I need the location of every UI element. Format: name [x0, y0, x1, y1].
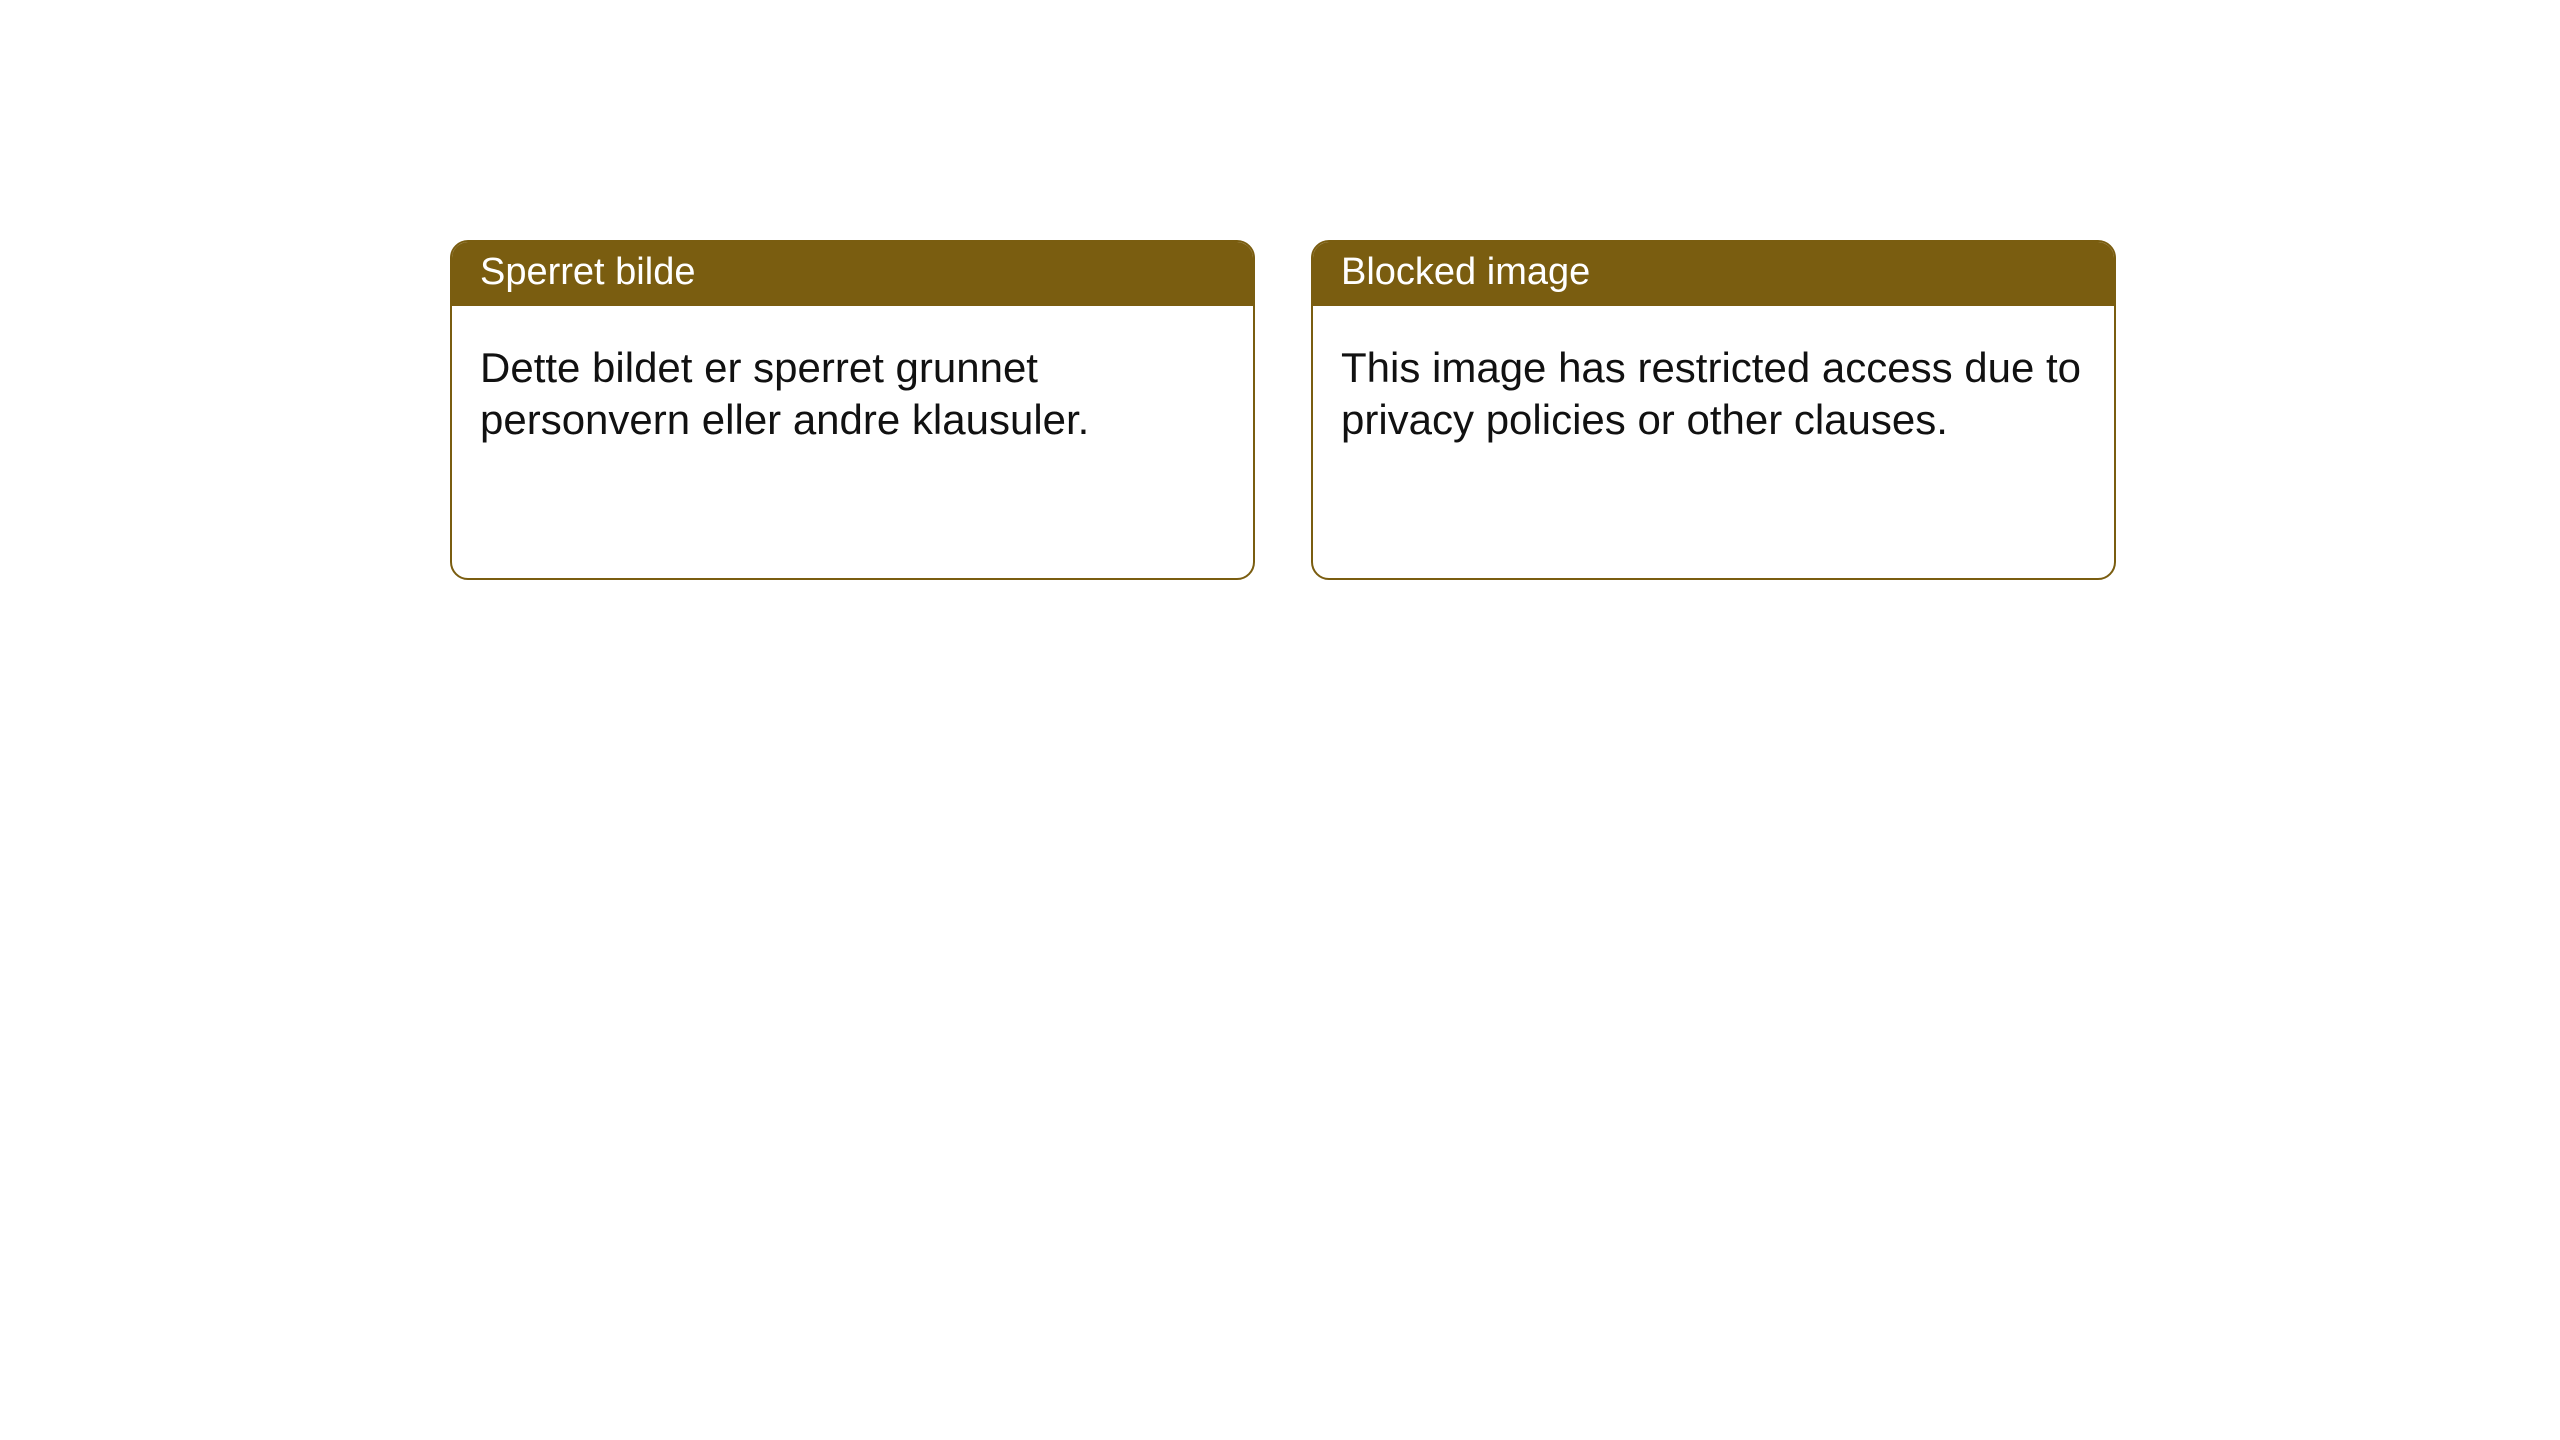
notice-card-en: Blocked image This image has restricted … — [1311, 240, 2116, 580]
notice-card-header-en: Blocked image — [1313, 242, 2114, 306]
notice-card-header-no: Sperret bilde — [452, 242, 1253, 306]
notice-card-body-no: Dette bildet er sperret grunnet personve… — [452, 306, 1253, 578]
notice-card-body-en: This image has restricted access due to … — [1313, 306, 2114, 578]
notice-cards-container: Sperret bilde Dette bildet er sperret gr… — [0, 0, 2560, 580]
notice-card-no: Sperret bilde Dette bildet er sperret gr… — [450, 240, 1255, 580]
